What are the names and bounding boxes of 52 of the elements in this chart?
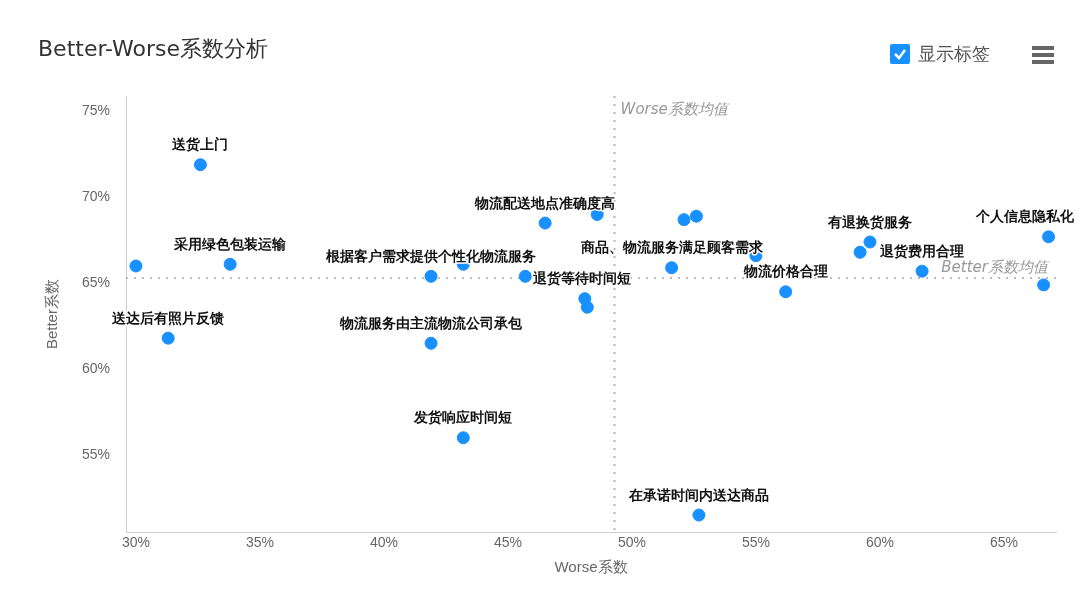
ref-line-label: Better系数均值	[941, 258, 1050, 277]
point	[665, 261, 679, 275]
point	[863, 235, 877, 249]
ref-line-label: Worse系数均值	[620, 99, 730, 118]
point	[424, 269, 438, 283]
point	[456, 431, 470, 445]
x-tick-label: 55%	[741, 534, 770, 551]
data-label: 物流配送地点准确度高	[474, 194, 616, 211]
point	[518, 269, 532, 283]
data-label: 个人信息隐私化	[975, 208, 1075, 225]
point	[538, 216, 552, 230]
point	[779, 285, 793, 299]
data-label: 退货等待时间短	[532, 269, 632, 286]
chart-title: Better-Worse系数分析	[38, 35, 269, 63]
x-tick-label: 45%	[493, 534, 522, 551]
point	[161, 331, 175, 345]
data-label: 在承诺时间内送达商品	[627, 486, 769, 503]
point	[223, 257, 237, 271]
y-tick-label: 65%	[81, 274, 111, 291]
y-axis-title: Better系数	[43, 279, 61, 350]
point	[853, 245, 867, 259]
data-label: 发货响应时间短	[413, 409, 513, 426]
data-label: 物流价格合理	[742, 263, 828, 280]
point	[193, 158, 207, 172]
x-tick-label: 65%	[989, 534, 1018, 551]
data-label: 有退换货服务	[827, 213, 912, 230]
y-tick-label: 70%	[81, 188, 111, 205]
point	[689, 209, 703, 223]
point	[424, 336, 438, 350]
data-label: 送货上门	[171, 136, 229, 153]
x-axis-title: Worse系数	[554, 558, 628, 576]
x-tick-label: 50%	[617, 534, 646, 551]
point	[677, 213, 691, 227]
point	[580, 300, 594, 314]
y-tick-label: 60%	[81, 359, 111, 376]
data-label: 根据客户需求提供个性化物流服务	[325, 247, 537, 264]
data-label: 送达后有照片反馈	[111, 309, 225, 326]
y-tick-label: 75%	[81, 102, 111, 119]
point	[1042, 230, 1056, 244]
data-label: 采用绿色包装运输	[173, 235, 288, 252]
x-tick-label: 30%	[121, 534, 150, 551]
data-label: 物流服务由主流物流公司承包	[339, 314, 524, 331]
point	[692, 508, 706, 522]
point	[1037, 278, 1051, 292]
point	[129, 259, 143, 273]
y-tick-label: 55%	[81, 445, 111, 462]
x-tick-label: 60%	[865, 534, 894, 551]
text: 显示标签	[918, 42, 990, 66]
x-tick-label: 35%	[245, 534, 274, 551]
data-label: 退货费用合理	[879, 242, 965, 259]
x-tick-label: 40%	[369, 534, 398, 551]
point	[915, 264, 929, 278]
